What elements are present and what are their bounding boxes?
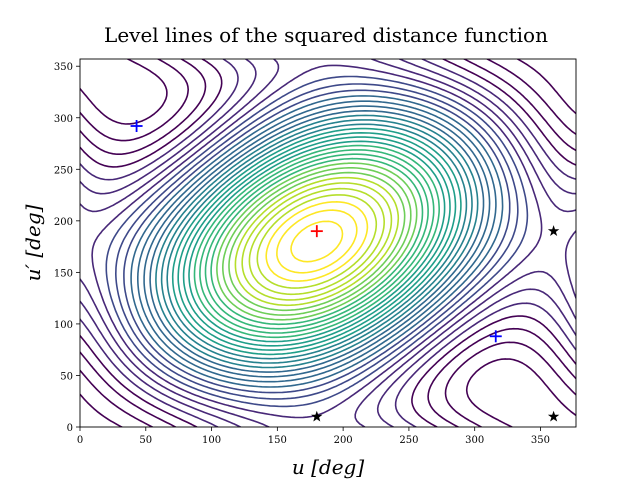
contour-line [210, 157, 424, 326]
plus-marker [310, 225, 323, 238]
y-tick-label: 100 [54, 320, 73, 331]
contour-line [171, 127, 462, 356]
contour-line [123, 89, 511, 394]
contour-line [80, 59, 576, 427]
contour-line [276, 209, 358, 274]
y-tick-label: 150 [54, 268, 73, 279]
y-tick-label: 0 [67, 423, 73, 434]
y-tick-label: 200 [54, 217, 73, 228]
x-tick-label: 300 [465, 435, 484, 446]
contour-line [149, 110, 485, 373]
contour-line [80, 59, 576, 427]
contour-line [265, 201, 369, 282]
y-tick-label: 300 [54, 114, 73, 125]
contour-line [248, 187, 385, 296]
y-axis-label: u′ [deg] [21, 204, 45, 281]
contour-line [155, 114, 479, 369]
star-marker [311, 410, 323, 422]
contour-line [228, 171, 406, 312]
x-axis-label: u [deg] [292, 455, 364, 479]
x-tick-label: 0 [77, 435, 83, 446]
contour-line [256, 194, 378, 289]
contour-line [216, 162, 418, 321]
contour-line [234, 176, 400, 307]
x-tick-label: 150 [268, 435, 287, 446]
contour-line [160, 119, 473, 364]
y-tick-label: 350 [54, 62, 73, 73]
contour-line [166, 123, 468, 360]
plus-marker [130, 120, 143, 133]
x-tick-label: 250 [399, 435, 418, 446]
contour-line [204, 153, 429, 330]
contour-line [105, 75, 529, 408]
contour-line [80, 59, 576, 427]
x-tick-label: 50 [139, 435, 152, 446]
contour-line [137, 100, 497, 383]
x-tick-label: 350 [531, 435, 550, 446]
contour-line [80, 59, 576, 427]
contour-line [80, 59, 576, 427]
contour-line [222, 167, 412, 316]
y-tick-label: 250 [54, 165, 73, 176]
contour-line [80, 59, 576, 427]
contour-line [188, 140, 446, 343]
plot-frame [79, 58, 577, 428]
star-marker [547, 410, 560, 422]
contour-line [115, 83, 519, 400]
star-marker [547, 225, 560, 236]
x-tick-label: 200 [334, 435, 353, 446]
contour-line [91, 64, 576, 419]
contour-line [182, 136, 451, 347]
contour-line [193, 144, 440, 339]
contour-line [290, 220, 344, 263]
contour-line [80, 59, 576, 427]
contour-line [130, 95, 504, 388]
y-tick-label: 50 [60, 371, 73, 382]
x-tick-label: 100 [202, 435, 221, 446]
contour-line [177, 132, 457, 351]
plus-marker [489, 330, 502, 343]
contour-line [241, 182, 393, 301]
contour-group [80, 59, 576, 427]
chart-title: Level lines of the squared distance func… [104, 23, 548, 47]
contour-line [143, 105, 491, 378]
contour-line [199, 149, 435, 334]
